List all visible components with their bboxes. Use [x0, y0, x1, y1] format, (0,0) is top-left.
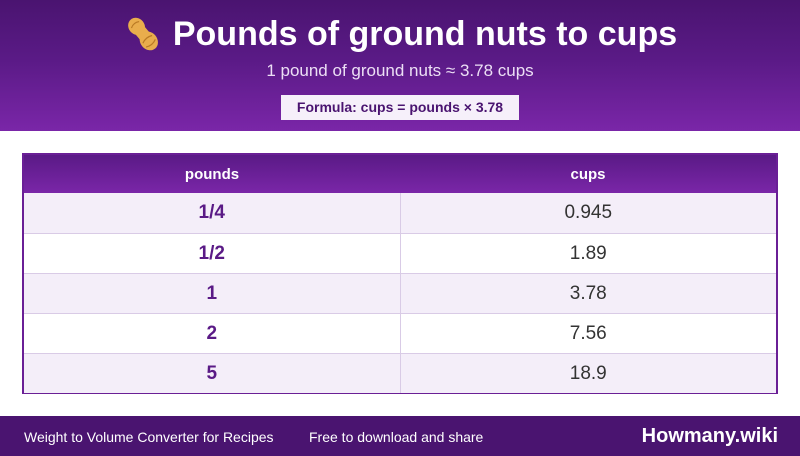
cups-cell: 18.9 [569, 362, 607, 384]
pounds-cell: 2 [24, 314, 401, 353]
pounds-cell: 1 [24, 274, 401, 313]
footer-bar: Weight to Volume Converter for Recipes F… [0, 416, 800, 456]
peanut-icon [128, 17, 158, 51]
column-header-pounds: pounds [184, 165, 240, 183]
table-row: 1 3.78 [24, 273, 776, 313]
table-header: pounds cups [24, 155, 776, 193]
column-header-cups: cups [570, 165, 606, 183]
footer-note: Free to download and share [309, 429, 484, 445]
conversion-subtitle: 1 pound of ground nuts ≈ 3.78 cups [266, 61, 534, 80]
cups-cell: 3.78 [569, 282, 607, 304]
table-row: 2 7.56 [24, 313, 776, 353]
table-row: 5 18.9 [24, 353, 776, 393]
conversion-table: pounds cups 1/4 0.945 1/2 1.89 1 3.78 2 … [22, 153, 778, 394]
footer-tagline: Weight to Volume Converter for Recipes [24, 429, 274, 445]
brand-link[interactable]: Howmany.wiki [641, 425, 778, 447]
cups-cell: 1.89 [569, 242, 607, 264]
table-row: 1/4 0.945 [24, 193, 776, 233]
formula-badge: Formula: cups = pounds × 3.78 [280, 95, 520, 120]
header-banner: Pounds of ground nuts to cups 1 pound of… [0, 0, 800, 131]
pounds-cell: 1/4 [24, 193, 401, 233]
cups-cell: 0.945 [564, 202, 613, 223]
title-text: Pounds of ground nuts to cups [172, 15, 678, 53]
page-title: Pounds of ground nuts to cups [0, 14, 800, 54]
pounds-cell: 1/2 [24, 234, 401, 273]
cups-cell: 7.56 [569, 322, 607, 344]
pounds-cell: 5 [24, 354, 401, 393]
table-row: 1/2 1.89 [24, 233, 776, 273]
